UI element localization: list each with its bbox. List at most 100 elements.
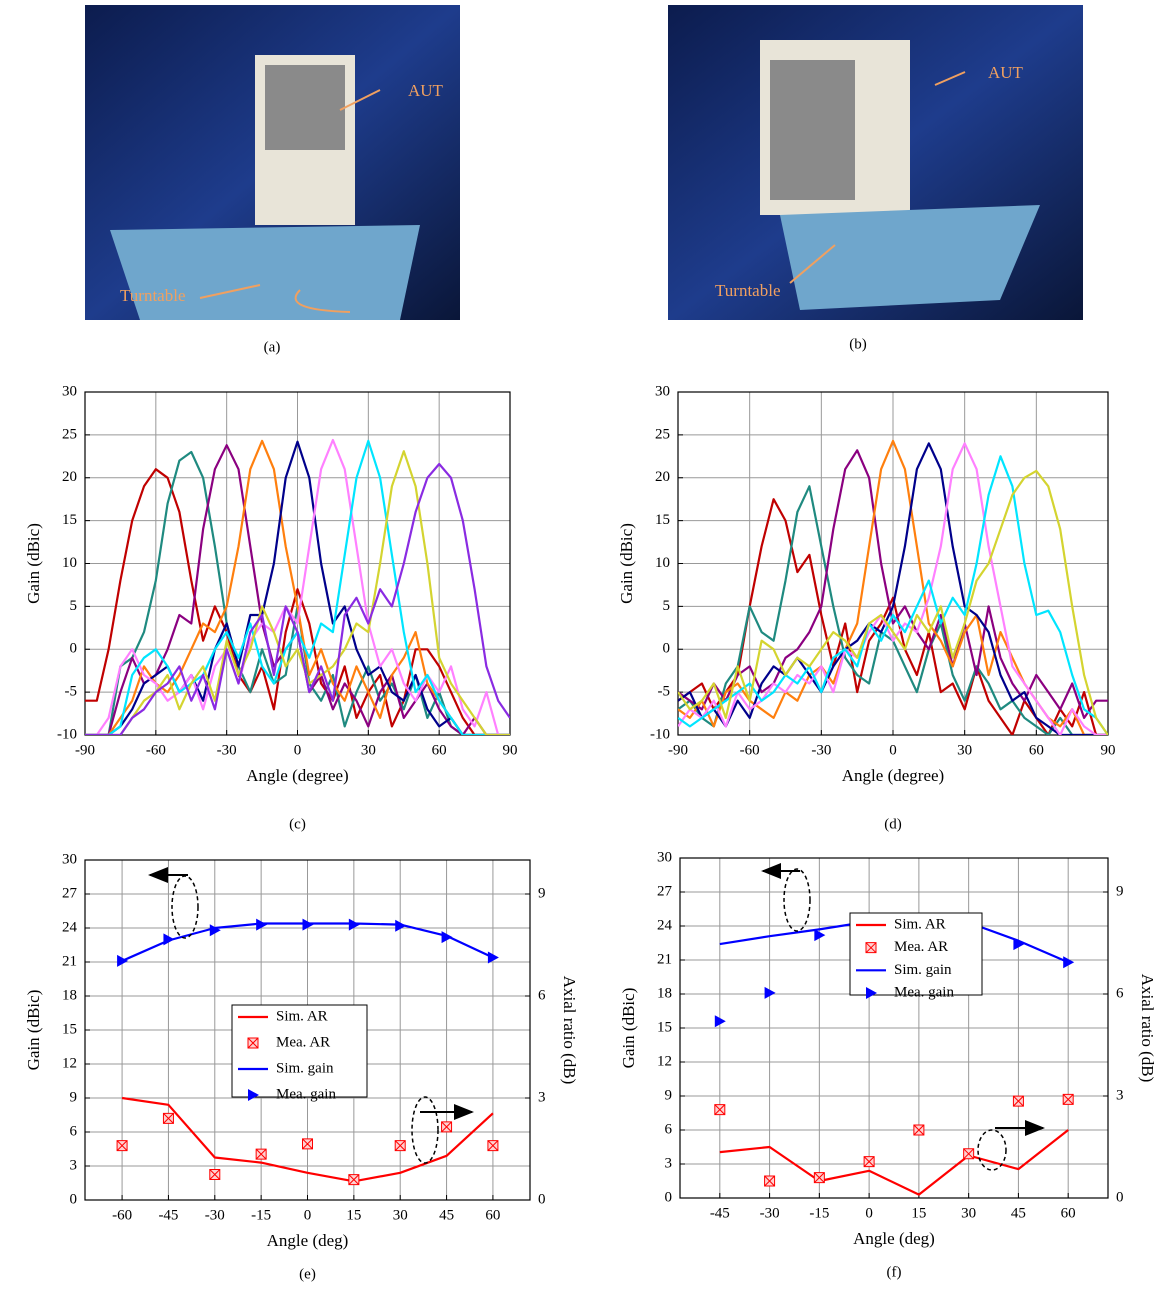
y-tick-label: 5 — [663, 598, 671, 614]
y-tick-label: 30 — [62, 383, 77, 399]
x-tick-label: -45 — [158, 1207, 178, 1223]
data-point — [255, 1148, 267, 1160]
data-point — [441, 931, 453, 944]
y-tick-label: 18 — [62, 987, 77, 1003]
x-tick-label: 30 — [393, 1207, 408, 1223]
series-line — [85, 440, 510, 735]
y-tick-label: 15 — [655, 512, 670, 528]
annotation-ellipse — [977, 1129, 1007, 1171]
plot-frame — [677, 391, 1109, 736]
y-tick-label: 10 — [655, 555, 670, 571]
y-tick-label: 5 — [70, 598, 78, 614]
y-tick-label: 3 — [70, 1157, 78, 1173]
photo-label: AUT — [408, 81, 444, 100]
pointer — [339, 89, 381, 111]
y-tick-label: -10 — [650, 726, 670, 742]
turntable — [780, 205, 1040, 310]
pointer — [934, 71, 966, 86]
y-tick-label: 15 — [62, 1021, 77, 1037]
data-point — [1062, 1093, 1074, 1105]
annotation-ellipse — [783, 868, 811, 932]
aut-array — [265, 65, 345, 150]
legend-box — [849, 912, 983, 996]
y-tick-label: 25 — [62, 426, 77, 442]
x-tick-label: 45 — [1011, 1205, 1026, 1221]
caption: (a) — [264, 339, 281, 355]
data-point — [714, 1104, 726, 1116]
y-tick-label: 3 — [665, 1155, 673, 1171]
x-tick-label: 15 — [346, 1207, 361, 1223]
pointer — [199, 284, 261, 299]
x-tick-label: 0 — [304, 1207, 312, 1223]
plot-frame — [679, 857, 1109, 1199]
x-tick-label: -90 — [668, 742, 688, 758]
y2-axis-label: Axial ratio (dB) — [560, 976, 579, 1085]
y-tick-label: 24 — [657, 917, 673, 933]
pointer — [789, 244, 836, 284]
turntable — [110, 225, 420, 320]
series-line — [719, 1129, 1069, 1196]
y-tick-label: 6 — [70, 1123, 78, 1139]
data-point — [963, 1148, 975, 1160]
aut-array — [770, 60, 855, 200]
y-tick-label: 9 — [70, 1089, 78, 1105]
legend-label: Mea. gain — [894, 984, 954, 1000]
legend-swatch — [865, 942, 877, 954]
x-tick-label: -30 — [760, 1205, 780, 1221]
series-line — [85, 462, 510, 735]
y2-tick-label: 3 — [538, 1089, 546, 1105]
caption: (b) — [849, 336, 867, 352]
data-point — [348, 918, 360, 931]
y-tick-label: 0 — [663, 641, 671, 657]
annotation-ellipse — [171, 875, 199, 939]
chart: -60 -45 -30 -15 0 15 30 45 60 0 3 6 9 12 15 18 21 24 27 30 0… — [24, 851, 579, 1282]
y-tick-label: 15 — [62, 512, 77, 528]
x-tick-label: 60 — [432, 742, 447, 758]
data-point — [117, 954, 129, 967]
y-tick-label: 12 — [62, 1055, 77, 1071]
chart: -90 -60 -30 0 30 60 90 -10 -5 0 5 10 15 20 25 30 Angle (… — [24, 383, 518, 832]
series-line — [678, 449, 1108, 719]
y-tick-label: 30 — [655, 383, 670, 399]
data-point — [814, 929, 826, 942]
data-point — [394, 1140, 406, 1152]
x-tick-label: 90 — [503, 742, 518, 758]
legend-swatch — [248, 1089, 259, 1101]
y-tick-label: 0 — [70, 641, 78, 657]
series-line — [85, 468, 510, 735]
plot-frame — [84, 391, 511, 736]
y2-tick-label: 9 — [538, 885, 546, 901]
x-tick-label: -15 — [251, 1207, 271, 1223]
caption: (c) — [289, 816, 306, 832]
y-tick-label: 27 — [657, 883, 673, 899]
x-tick-label: 0 — [865, 1205, 873, 1221]
y-axis-label: Gain (dBic) — [619, 988, 638, 1069]
data-point — [813, 1172, 825, 1184]
chart: -90 -60 -30 0 30 60 90 -10 -5 0 5 10 15 20 25 30 Angle (… — [617, 383, 1116, 832]
data-point — [302, 918, 314, 931]
caption: (e) — [299, 1266, 316, 1282]
y2-axis-label: Axial ratio (dB) — [1138, 974, 1157, 1083]
photo-a: AUT Turntable — [85, 5, 460, 320]
y-tick-label: 27 — [62, 885, 78, 901]
y-axis-label: Gain (dBic) — [24, 523, 43, 604]
data-point — [302, 1138, 313, 1150]
data-point — [1013, 938, 1025, 951]
legend-label: Mea. AR — [894, 939, 948, 955]
x-axis-label: Angle (degree) — [842, 766, 944, 785]
y-tick-label: 21 — [62, 953, 77, 969]
series-line — [678, 469, 1108, 735]
x-tick-label: -30 — [205, 1207, 225, 1223]
x-tick-label: 60 — [485, 1207, 500, 1223]
x-tick-label: 30 — [957, 742, 972, 758]
rotation-arrow — [294, 289, 351, 313]
data-point — [209, 1169, 221, 1180]
y-tick-label: 9 — [665, 1087, 673, 1103]
y-tick-label: 21 — [657, 951, 672, 967]
data-point — [1012, 1095, 1024, 1107]
legend-label: Sim. AR — [276, 1008, 328, 1024]
x-tick-label: 15 — [911, 1205, 926, 1221]
photo-label: Turntable — [120, 286, 186, 305]
data-point — [863, 1156, 875, 1168]
x-axis-label: Angle (deg) — [853, 1229, 935, 1248]
